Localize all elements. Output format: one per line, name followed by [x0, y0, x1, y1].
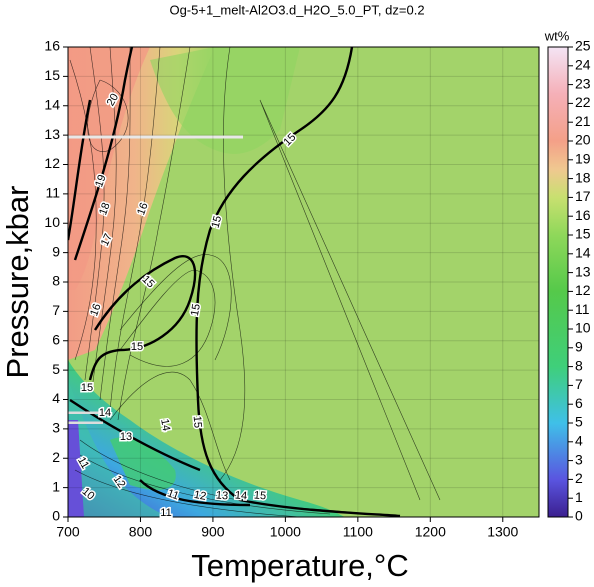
data-gap: [68, 411, 103, 414]
x-tick-label: 1200: [415, 524, 446, 540]
x-tick-label: 700: [56, 524, 80, 540]
contour-label: 15: [191, 415, 204, 428]
y-tick-label: 13: [44, 126, 60, 142]
y-tick-label: 3: [52, 420, 60, 436]
y-tick-label: 16: [44, 38, 60, 54]
x-tick-label: 800: [129, 524, 153, 540]
y-tick-label: 1: [52, 478, 60, 494]
colorbar-tick-label: 14: [575, 245, 591, 261]
contour-label: 13: [120, 431, 132, 443]
y-tick-label: 10: [44, 214, 60, 230]
contour-label: 18: [97, 201, 112, 217]
colorbar-tick-label: 9: [575, 339, 583, 355]
y-axis-title: Pressure,kbar: [0, 186, 35, 379]
y-tick-label: 7: [52, 302, 60, 318]
colorbar-tick-label: 15: [575, 226, 591, 242]
colorbar-tick-label: 21: [575, 113, 591, 129]
contour-label: 11: [160, 507, 171, 519]
colorbar-tick-label: 23: [575, 75, 591, 91]
colorbar-tick-label: 0: [575, 508, 583, 524]
contour-label: 15: [253, 489, 266, 502]
y-tick-label: 12: [44, 155, 60, 171]
y-tick-label: 9: [52, 243, 60, 259]
colorbar-tick-label: 18: [575, 169, 591, 185]
colorbar-tick-label: 19: [575, 151, 591, 167]
contour-field: [68, 47, 539, 517]
contour-label: 16: [135, 201, 150, 217]
colorbar-tick-label: 8: [575, 357, 583, 373]
y-tick-label: 15: [44, 67, 60, 83]
colorbar-tick-label: 22: [575, 94, 591, 110]
x-tick-label: 1300: [487, 524, 518, 540]
colorbar: [547, 46, 569, 518]
y-tick-label: 6: [52, 331, 60, 347]
colorbar-tick-label: 2: [575, 470, 583, 486]
y-tick-label: 2: [52, 449, 60, 465]
contour-label: 11: [166, 487, 181, 502]
y-tick-label: 5: [52, 361, 60, 377]
x-tick-label: 1100: [343, 524, 373, 540]
y-tick-label: 4: [52, 390, 60, 406]
contour-label: 12: [193, 489, 207, 503]
contour-label: 14: [99, 407, 111, 419]
colorbar-tick-label: 4: [575, 433, 583, 449]
y-tick-label: 11: [45, 185, 60, 201]
contour-label: 13: [215, 489, 228, 502]
colorbar-tick-label: 11: [575, 301, 590, 317]
contour-label: 14: [158, 418, 172, 432]
colorbar-tick-label: 5: [575, 414, 583, 430]
data-gap: [68, 421, 103, 424]
x-axis-title: Temperature,°C: [191, 548, 408, 583]
y-tick-label: 14: [44, 96, 60, 112]
colorbar-tick-label: 25: [575, 38, 591, 54]
contour-label: 15: [189, 303, 203, 317]
contour-label: 19: [93, 173, 108, 189]
x-tick-label: 1000: [270, 524, 301, 540]
y-tick-label: 0: [52, 508, 60, 524]
colorbar-tick-label: 7: [575, 376, 583, 392]
colorbar-tick-label: 24: [575, 57, 591, 73]
colorbar-tick-label: 17: [575, 188, 591, 204]
colorbar-tick-label: 20: [575, 132, 591, 148]
colorbar-tick-label: 13: [575, 263, 591, 279]
x-tick-label: 900: [201, 524, 225, 540]
colorbar-tick-label: 6: [575, 395, 583, 411]
colorbar-tick-label: 10: [575, 320, 591, 336]
colorbar-tick-label: 12: [575, 282, 591, 298]
colorbar-tick-label: 1: [575, 489, 583, 505]
y-tick-label: 8: [52, 273, 60, 289]
chart-title: Og-5+1_melt-Al2O3.d_H2O_5.0_PT, dz=0.2: [169, 2, 424, 17]
colorbar-tick-label: 16: [575, 207, 591, 223]
data-gap: [68, 135, 243, 139]
contour-label: 15: [131, 341, 143, 353]
colorbar-label: wt%: [544, 28, 570, 43]
contour-label: 16: [88, 302, 103, 318]
contour-lines: [68, 47, 441, 517]
colorbar-tick-label: 3: [575, 451, 583, 467]
contour-label: 15: [210, 215, 225, 230]
contour-label: 15: [81, 382, 93, 394]
contour-label: 14: [234, 489, 247, 502]
